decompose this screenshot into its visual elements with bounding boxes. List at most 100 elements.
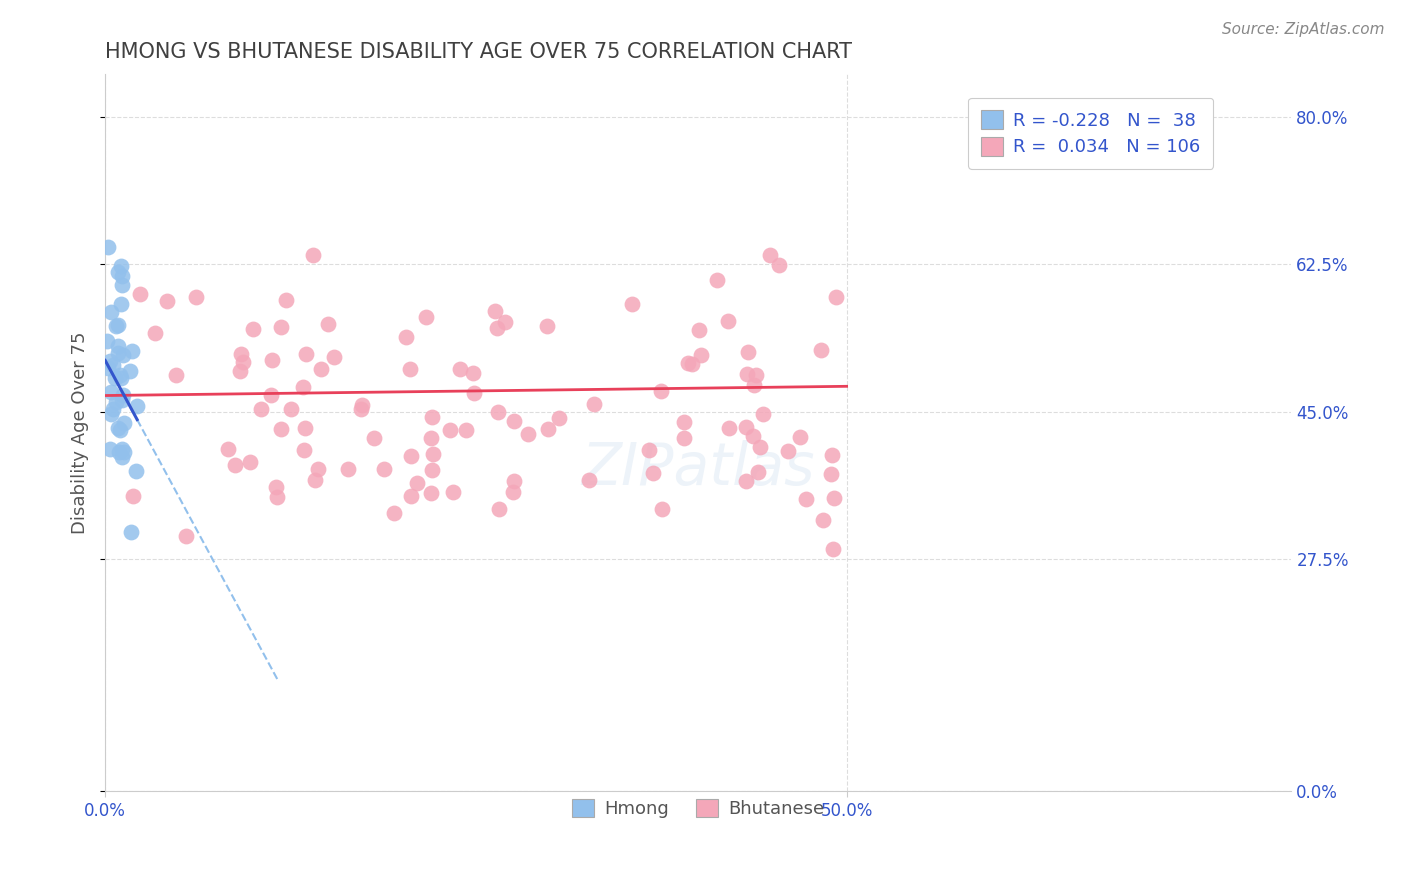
Point <box>118 363 141 377</box>
Point <box>100 407 122 421</box>
Point <box>486 405 509 419</box>
Point <box>536 319 558 334</box>
Point <box>107 338 129 352</box>
Point <box>399 362 422 376</box>
Point <box>415 310 437 325</box>
Point <box>323 350 346 364</box>
Point <box>111 450 134 464</box>
Point <box>824 290 846 304</box>
Point <box>165 368 187 383</box>
Point <box>270 320 292 334</box>
Point <box>641 466 664 480</box>
Point <box>484 303 506 318</box>
Point <box>690 348 713 362</box>
Point <box>266 490 288 504</box>
Point <box>741 429 763 443</box>
Point <box>422 447 444 461</box>
Point <box>108 423 131 437</box>
Point <box>776 443 799 458</box>
Point <box>735 367 758 381</box>
Point <box>821 542 844 557</box>
Point <box>232 355 254 369</box>
Point <box>820 467 842 482</box>
Point <box>503 475 526 489</box>
Point <box>100 305 122 319</box>
Point <box>537 422 560 436</box>
Point <box>734 419 756 434</box>
Point <box>111 277 134 292</box>
Point <box>441 485 464 500</box>
Point <box>742 378 765 392</box>
Point <box>129 287 152 301</box>
Point <box>260 388 283 402</box>
Point <box>112 388 135 402</box>
Point <box>100 384 122 399</box>
Point <box>120 524 142 539</box>
Point <box>96 334 118 348</box>
Point <box>745 368 768 383</box>
Text: HMONG VS BHUTANESE DISABILITY AGE OVER 75 CORRELATION CHART: HMONG VS BHUTANESE DISABILITY AGE OVER 7… <box>105 42 852 62</box>
Point <box>98 442 121 456</box>
Point <box>107 346 129 360</box>
Point <box>270 422 292 436</box>
Point <box>98 354 121 368</box>
Point <box>503 414 526 428</box>
Point <box>110 297 132 311</box>
Point <box>463 386 485 401</box>
Point <box>583 397 606 411</box>
Point <box>107 265 129 279</box>
Point <box>502 485 524 500</box>
Point <box>747 466 769 480</box>
Point <box>759 248 782 262</box>
Point <box>820 448 842 462</box>
Point <box>97 361 120 376</box>
Point <box>449 362 471 376</box>
Point <box>676 356 699 370</box>
Point <box>363 431 385 445</box>
Point <box>373 462 395 476</box>
Point <box>111 269 134 284</box>
Point <box>672 415 695 429</box>
Point <box>97 240 120 254</box>
Point <box>239 455 262 469</box>
Point <box>112 416 135 430</box>
Point <box>217 442 239 456</box>
Point <box>264 480 287 494</box>
Point <box>420 486 443 500</box>
Point <box>752 407 775 421</box>
Point <box>456 423 478 437</box>
Text: Source: ZipAtlas.com: Source: ZipAtlas.com <box>1222 22 1385 37</box>
Point <box>768 258 790 272</box>
Point <box>578 473 600 487</box>
Point <box>111 348 134 362</box>
Point <box>292 380 315 394</box>
Point <box>718 421 741 435</box>
Point <box>108 368 131 382</box>
Point <box>231 347 253 361</box>
Point <box>706 272 728 286</box>
Point <box>111 442 134 456</box>
Point <box>108 444 131 458</box>
Point <box>105 395 128 409</box>
Point <box>105 318 128 333</box>
Point <box>156 293 179 308</box>
Point <box>420 431 443 445</box>
Point <box>394 329 416 343</box>
Point <box>125 465 148 479</box>
Point <box>107 421 129 435</box>
Point <box>422 409 444 424</box>
Point <box>304 473 326 487</box>
Point <box>748 440 770 454</box>
Point <box>486 321 509 335</box>
Point <box>350 402 373 417</box>
Point <box>311 361 333 376</box>
Point <box>184 291 207 305</box>
Point <box>224 458 246 472</box>
Point <box>620 297 643 311</box>
Point <box>316 317 339 331</box>
Point <box>789 430 811 444</box>
Point <box>249 401 271 416</box>
Point <box>104 371 127 385</box>
Text: ZIPatlas: ZIPatlas <box>582 441 815 497</box>
Point <box>439 423 461 437</box>
